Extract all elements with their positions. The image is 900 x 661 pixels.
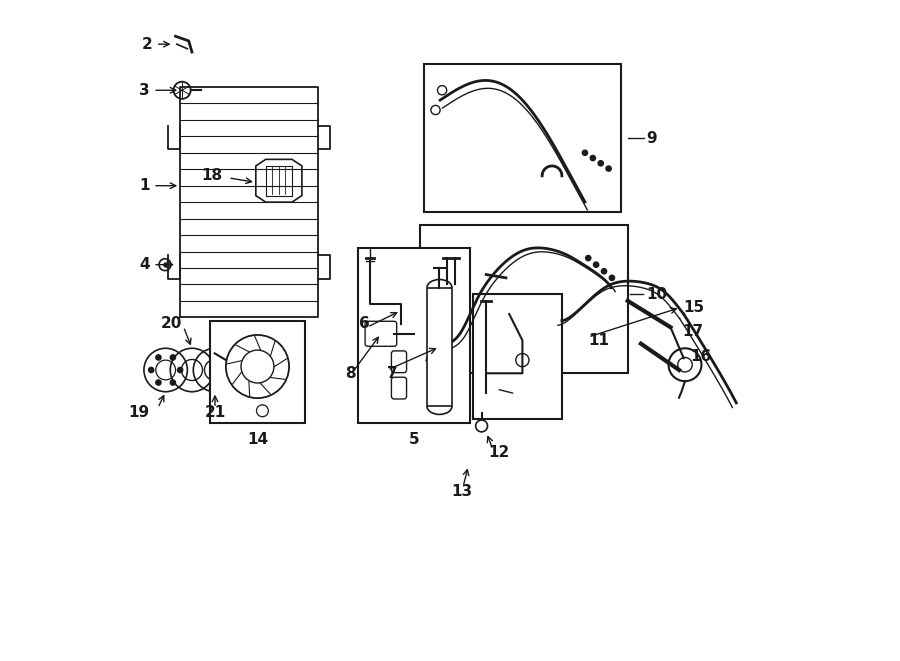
Bar — [473, 294, 562, 419]
Circle shape — [593, 262, 598, 267]
Bar — [427, 288, 452, 407]
Circle shape — [156, 355, 161, 360]
Circle shape — [590, 155, 596, 161]
Text: 4: 4 — [140, 257, 150, 272]
Text: 12: 12 — [488, 445, 509, 460]
Circle shape — [156, 380, 161, 385]
Circle shape — [598, 161, 603, 166]
Text: 21: 21 — [204, 405, 226, 420]
Text: 10: 10 — [646, 287, 667, 302]
Text: 9: 9 — [646, 131, 657, 146]
Bar — [358, 249, 470, 422]
Circle shape — [606, 166, 611, 171]
Circle shape — [601, 268, 607, 274]
Text: 1: 1 — [140, 178, 150, 193]
FancyBboxPatch shape — [365, 321, 397, 346]
FancyBboxPatch shape — [392, 377, 407, 399]
Text: 19: 19 — [129, 405, 150, 420]
Text: 8: 8 — [346, 366, 356, 381]
Bar — [420, 225, 627, 373]
Text: 11: 11 — [589, 333, 609, 348]
Text: 20: 20 — [161, 317, 182, 331]
Text: 3: 3 — [140, 83, 150, 98]
Text: 6: 6 — [359, 317, 370, 331]
Text: 13: 13 — [451, 485, 472, 499]
Circle shape — [586, 255, 591, 260]
Circle shape — [609, 275, 615, 280]
Bar — [424, 64, 621, 212]
Text: 15: 15 — [684, 300, 705, 315]
Circle shape — [582, 150, 588, 155]
Text: 2: 2 — [141, 36, 152, 52]
Text: 7: 7 — [388, 366, 398, 381]
Text: 18: 18 — [202, 169, 223, 183]
FancyBboxPatch shape — [392, 351, 407, 373]
Text: 5: 5 — [409, 432, 419, 447]
Text: 16: 16 — [690, 349, 712, 364]
Circle shape — [177, 368, 183, 373]
Circle shape — [148, 368, 154, 373]
Circle shape — [170, 355, 176, 360]
Circle shape — [170, 380, 176, 385]
Bar — [210, 321, 305, 422]
Text: 14: 14 — [247, 432, 268, 447]
Text: 17: 17 — [682, 325, 704, 339]
